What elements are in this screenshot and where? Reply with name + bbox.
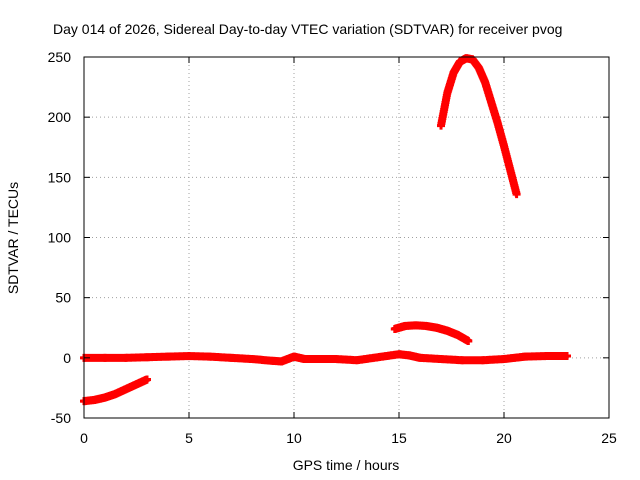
x-tick-label: 15 [391,430,407,446]
y-tick-label: 50 [55,290,71,306]
x-tick-label: 25 [601,430,617,446]
series-trail [81,350,570,366]
series-arc-low [80,375,151,406]
y-tick-label: -50 [51,410,71,426]
x-tick-label: 0 [80,430,88,446]
x-tick-label: 20 [496,430,512,446]
y-tick-label: 150 [48,169,72,185]
y-tick-label: 100 [48,230,72,246]
axes: 0 5 10 15 20 25 -50 0 50 100 150 200 250 [48,49,617,446]
series-arc-high [437,54,521,199]
series-arc-mid [390,321,473,345]
y-tick-label: 0 [63,350,71,366]
y-tick-label: 250 [48,49,72,65]
x-axis-label: GPS time / hours [293,457,400,473]
series-trail [80,375,151,406]
y-axis-label: SDTVAR / TECUs [5,182,21,294]
data-layer [80,54,571,406]
x-tick-label: 10 [286,430,302,446]
chart-title: Day 014 of 2026, Sidereal Day-to-day VTE… [53,21,562,37]
series-trail [437,54,521,197]
plot-frame [83,56,610,419]
y-tick-label: 200 [48,109,72,125]
x-tick-label: 5 [185,430,193,446]
grid [84,57,609,418]
series-trail [391,321,472,345]
series-baseline [80,350,571,366]
